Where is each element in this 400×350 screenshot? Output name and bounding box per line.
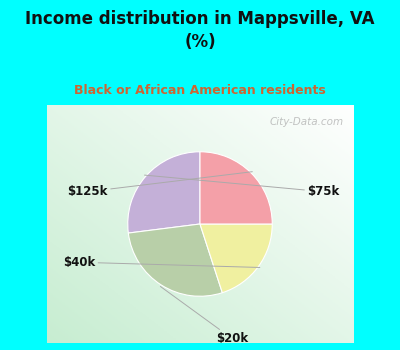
Text: $125k: $125k [68,172,252,198]
Text: $40k: $40k [63,256,260,269]
Text: $75k: $75k [144,175,339,198]
Wedge shape [200,152,272,224]
Wedge shape [128,152,200,233]
Wedge shape [128,224,222,296]
Text: $20k: $20k [160,286,248,345]
Wedge shape [200,224,272,293]
Text: City-Data.com: City-Data.com [270,117,344,127]
Text: Income distribution in Mappsville, VA
(%): Income distribution in Mappsville, VA (%… [25,10,375,51]
Text: Black or African American residents: Black or African American residents [74,84,326,97]
